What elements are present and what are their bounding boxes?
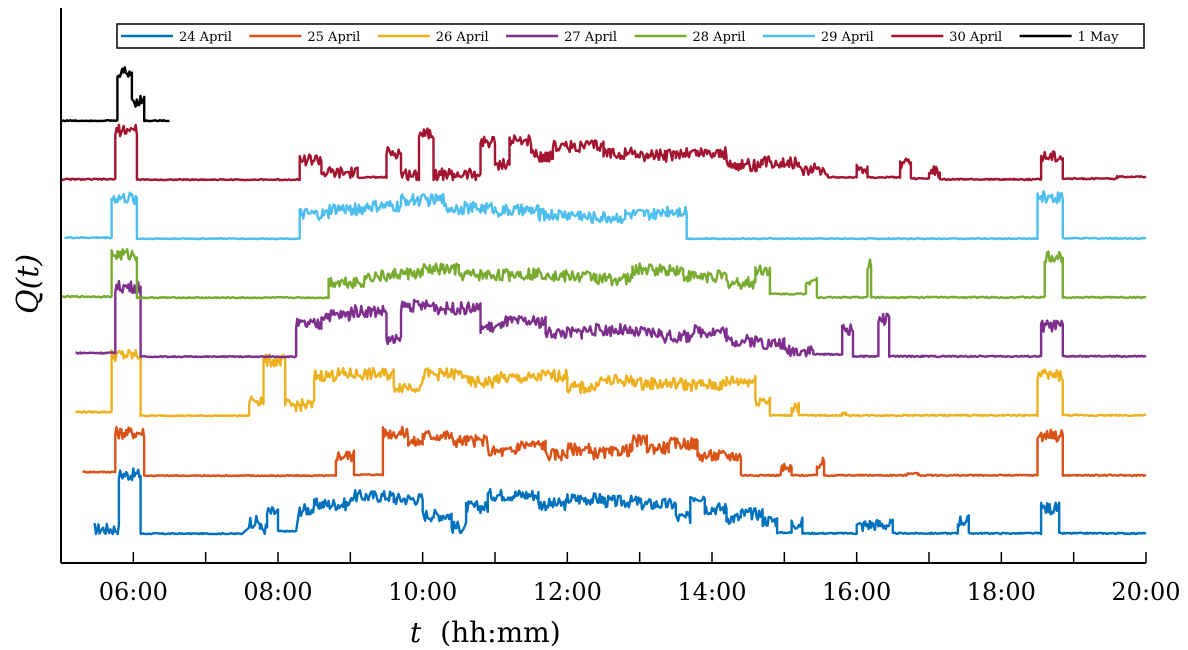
legend-label: 26 April xyxy=(436,30,489,45)
x-tick-label: 14:00 xyxy=(677,578,746,606)
series-line-29-april xyxy=(64,190,1147,241)
x-axis-symbol: t xyxy=(410,616,422,649)
series-line-26-april xyxy=(75,348,1147,418)
series-line-24-april xyxy=(93,467,1147,536)
x-tick-label: 18:00 xyxy=(967,578,1036,606)
axes-layer xyxy=(60,8,1146,564)
legend-label: 24 April xyxy=(179,30,232,45)
x-axis-unit: (hh:mm) xyxy=(440,616,560,649)
x-tick-label: 20:00 xyxy=(1111,578,1180,606)
x-tick-label: 16:00 xyxy=(822,578,891,606)
x-ticks: 06:00 08:00 10:00 12:00 14:00 16:00 18:00 20:00 xyxy=(60,552,1181,606)
series-line-25-april xyxy=(81,425,1147,478)
x-axis-title: t (hh:mm) xyxy=(410,616,561,649)
legend-label: 29 April xyxy=(821,30,874,45)
legend-label: 25 April xyxy=(307,30,360,45)
legend-label: 27 April xyxy=(564,30,617,45)
series-line-27-april xyxy=(75,279,1147,359)
series-layer xyxy=(60,65,1147,536)
series-line-28-april xyxy=(60,248,1147,300)
legend-label: 1 May xyxy=(1078,30,1119,45)
x-tick-label: 12:00 xyxy=(533,578,602,606)
y-axis-title: Q(t) xyxy=(11,254,46,314)
x-tick-label: 06:00 xyxy=(99,578,168,606)
legend-box xyxy=(116,23,1145,49)
x-tick-label: 08:00 xyxy=(243,578,312,606)
legend-label: 28 April xyxy=(693,30,746,45)
series-line-1-may xyxy=(60,65,170,123)
series-line-30-april xyxy=(60,123,1147,182)
legend-label: 30 April xyxy=(949,30,1002,45)
x-tick-label: 10:00 xyxy=(388,578,457,606)
legend: 24 April 25 April 26 April 27 April 28 April… xyxy=(116,23,1145,49)
